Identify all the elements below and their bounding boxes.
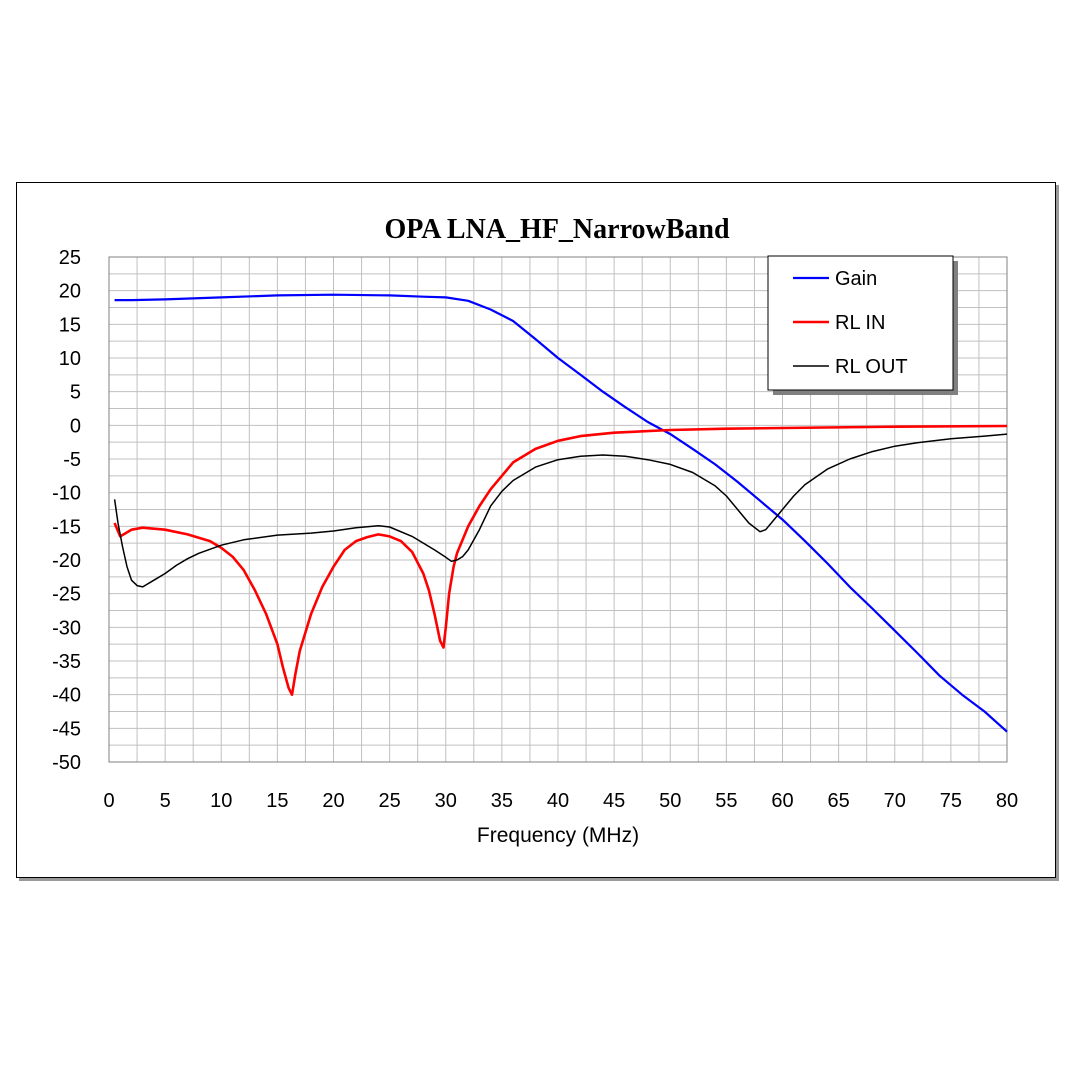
x-tick-label: 45 bbox=[603, 790, 625, 812]
x-tick-label: 50 bbox=[659, 790, 681, 812]
y-tick-label: -25 bbox=[52, 584, 81, 606]
x-axis-tick-labels: 0 5 10 15 20 25 30 35 40 45 50 55 60 65 70 75 80 bbox=[103, 790, 1018, 812]
x-tick-label: 65 bbox=[828, 790, 850, 812]
chart-title: OPA LNA_HF_NarrowBand bbox=[384, 214, 730, 245]
x-axis-title: Frequency (MHz) bbox=[477, 824, 639, 847]
legend-label-gain: Gain bbox=[835, 268, 877, 290]
y-tick-label: -35 bbox=[52, 651, 81, 673]
y-tick-label: -20 bbox=[52, 550, 81, 572]
x-tick-label: 40 bbox=[547, 790, 569, 812]
legend: Gain RL IN RL OUT bbox=[767, 255, 958, 395]
series-line-rl-in bbox=[113, 424, 1008, 697]
x-tick-label: 5 bbox=[160, 790, 171, 812]
series-line-gain bbox=[114, 293, 1008, 733]
y-tick-label: -5 bbox=[63, 449, 81, 471]
chart-canvas: OPA LNA_HF_NarrowBand 2520151050-5-10-15… bbox=[52, 214, 1018, 847]
y-tick-label: -10 bbox=[52, 483, 81, 505]
x-tick-label: 25 bbox=[379, 790, 401, 812]
legend-label-rl-in: RL IN bbox=[835, 312, 885, 334]
y-tick-label: 5 bbox=[70, 382, 81, 404]
y-tick-label: -45 bbox=[52, 718, 81, 740]
x-tick-label: 75 bbox=[940, 790, 962, 812]
x-tick-label: 55 bbox=[715, 790, 737, 812]
series-lines bbox=[113, 293, 1008, 733]
y-tick-label: 15 bbox=[59, 314, 81, 336]
series-line-rl-out bbox=[113, 433, 1008, 588]
x-tick-label: 0 bbox=[103, 790, 114, 812]
y-tick-label: -40 bbox=[52, 685, 81, 707]
y-tick-label: -30 bbox=[52, 617, 81, 639]
y-tick-label: 20 bbox=[59, 281, 81, 303]
y-tick-label: 0 bbox=[70, 415, 81, 437]
y-tick-label: -50 bbox=[52, 752, 81, 774]
y-axis-tick-labels: 25 20 15 10 5 0 -5 -10 -15 -20 -25 -30 -35 -40 -45 -50 bbox=[52, 247, 81, 774]
chart-frame: OPA LNA_HF_NarrowBand 25 20 15 10 5 0 -5 -10 -15… bbox=[16, 182, 1056, 878]
x-tick-label: 30 bbox=[435, 790, 457, 812]
y-tick-label: 10 bbox=[59, 348, 81, 370]
y-tick-label: 25 bbox=[59, 247, 81, 269]
x-tick-label: 80 bbox=[996, 790, 1018, 812]
grid-lines bbox=[109, 257, 1007, 762]
y-tick-label: -15 bbox=[52, 516, 81, 538]
x-tick-label: 35 bbox=[491, 790, 513, 812]
x-tick-label: 60 bbox=[771, 790, 793, 812]
plot-area bbox=[108, 256, 1008, 763]
legend-label-rl-out: RL OUT bbox=[835, 356, 908, 378]
x-tick-label: 15 bbox=[266, 790, 288, 812]
x-tick-label: 20 bbox=[322, 790, 344, 812]
x-tick-label: 10 bbox=[210, 790, 232, 812]
x-tick-label: 70 bbox=[884, 790, 906, 812]
